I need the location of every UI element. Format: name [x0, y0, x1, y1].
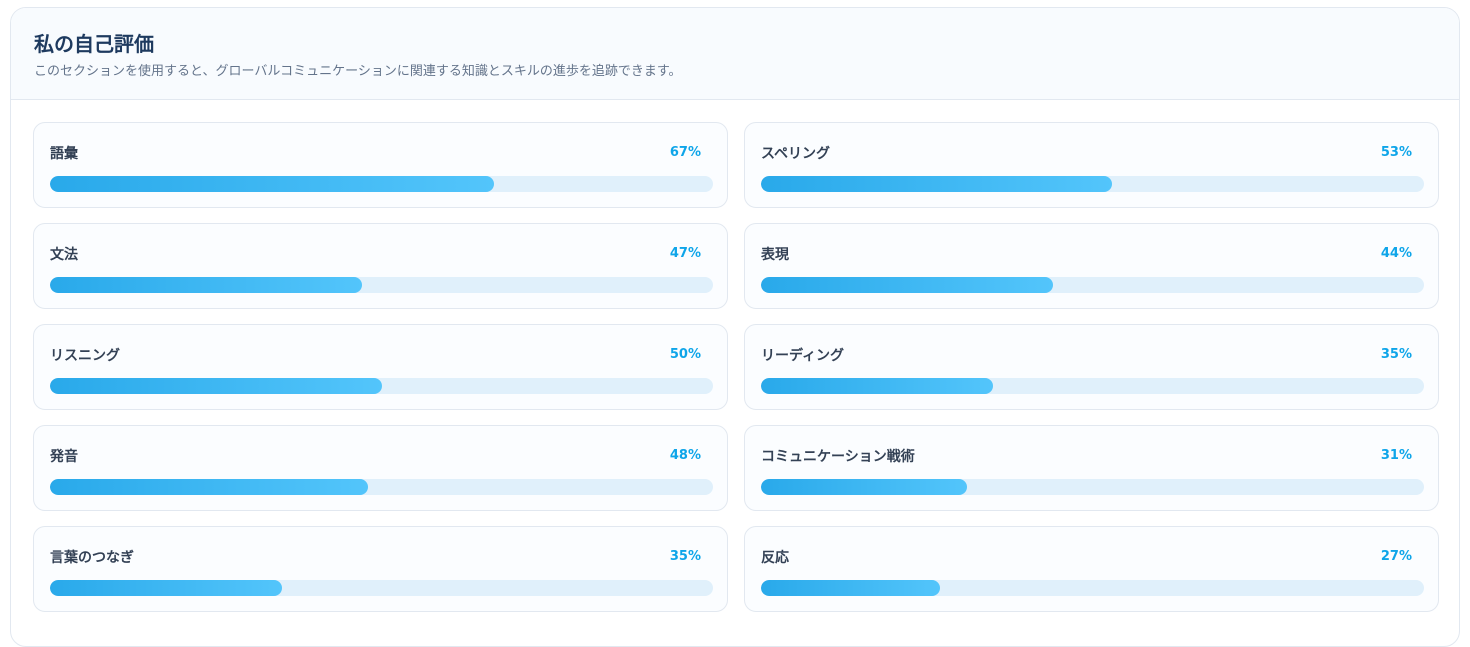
self-assessment-panel: 私の自己評価 このセクションを使用すると、グローバルコミュニケーションに関連する…	[10, 7, 1460, 647]
skill-percent: 50%	[669, 347, 701, 362]
skill-percent: 35%	[669, 549, 701, 564]
skill-card: リスニング 50%	[33, 324, 728, 410]
skill-card: リーディング 35%	[744, 324, 1439, 410]
skill-name: 表現	[761, 247, 789, 263]
skill-name: コミュニケーション戦術	[761, 449, 915, 465]
title: 私の自己評価	[34, 32, 154, 56]
skill-name: 文法	[50, 247, 78, 263]
progress-bar	[50, 580, 283, 596]
skill-name: 発音	[50, 449, 78, 465]
skill-name: 言葉のつなぎ	[50, 550, 134, 566]
skill-card: 表現 44%	[744, 223, 1439, 309]
panel-header: 私の自己評価 このセクションを使用すると、グローバルコミュニケーションに関連する…	[11, 8, 1459, 100]
progress-track	[50, 277, 713, 293]
skill-percent: 35%	[1380, 347, 1412, 362]
skill-percent: 31%	[1380, 448, 1412, 463]
progress-bar	[761, 277, 1053, 293]
skill-name: スペリング	[761, 146, 831, 162]
skill-percent: 27%	[1380, 549, 1412, 564]
skill-name: リーディング	[761, 348, 845, 364]
progress-track	[50, 479, 713, 495]
skill-percent: 53%	[1380, 145, 1412, 160]
skill-card: 語彙 67%	[33, 122, 728, 208]
skill-percent: 47%	[669, 246, 701, 261]
progress-track	[761, 378, 1424, 394]
progress-track	[50, 580, 713, 596]
progress-bar	[761, 176, 1113, 192]
progress-bar	[50, 479, 369, 495]
skill-percent: 44%	[1380, 246, 1412, 261]
skill-card: コミュニケーション戦術 31%	[744, 425, 1439, 511]
skill-percent: 48%	[669, 448, 701, 463]
progress-track	[50, 176, 713, 192]
progress-bar	[761, 479, 967, 495]
skill-name: リスニング	[50, 348, 120, 364]
progress-bar	[50, 176, 495, 192]
progress-track	[50, 378, 713, 394]
progress-bar	[761, 580, 940, 596]
skill-card: 文法 47%	[33, 223, 728, 309]
skill-card: 反応 27%	[744, 526, 1439, 612]
skill-name: 反応	[761, 550, 789, 566]
skill-card: 発音 48%	[33, 425, 728, 511]
progress-track	[761, 176, 1424, 192]
progress-bar	[50, 277, 362, 293]
progress-track	[761, 479, 1424, 495]
skill-card: 言葉のつなぎ 35%	[33, 526, 728, 612]
page: {"header": {"title": "私の自己評価", "subtitle…	[10, 7, 1460, 647]
progress-track	[761, 277, 1424, 293]
progress-bar	[761, 378, 994, 394]
skill-card: スペリング 53%	[744, 122, 1439, 208]
body: 私の自己評価 このセクションを使用すると、グローバルコミュニケーションに関連する…	[10, 7, 1460, 647]
progress-track	[761, 580, 1424, 596]
progress-bar	[50, 378, 382, 394]
skill-name: 語彙	[50, 146, 78, 162]
skill-percent: 67%	[669, 145, 701, 160]
subtitle: このセクションを使用すると、グローバルコミュニケーションに関連する知識とスキルの…	[34, 64, 682, 79]
